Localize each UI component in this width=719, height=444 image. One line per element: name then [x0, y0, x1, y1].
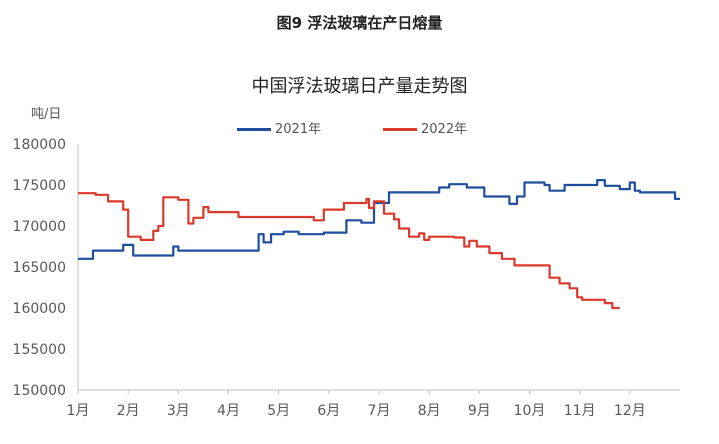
y-axis-unit-label: 吨/日 [31, 107, 62, 122]
series-line-2021 [78, 179, 680, 260]
x-tick-label: 11月 [564, 403, 596, 419]
x-tick-label: 10月 [514, 403, 546, 419]
y-tick-label: 170000 [13, 219, 66, 235]
x-tick-label: 2月 [117, 403, 140, 419]
legend-label-2021: 2021年 [275, 122, 322, 137]
x-tick-label: 9月 [468, 403, 491, 419]
y-tick-label: 155000 [13, 342, 66, 358]
y-tick-label: 180000 [13, 137, 66, 153]
x-tick-label: 1月 [67, 403, 90, 419]
figure-title: 图9 浮法玻璃在产日熔量 [276, 14, 443, 32]
legend-item-2022: 2022年 [383, 118, 467, 137]
legend-swatch-2021 [237, 128, 271, 131]
x-tick-label: 3月 [167, 403, 190, 419]
series-line-2022 [78, 192, 620, 310]
y-tick-label: 165000 [13, 260, 66, 276]
x-tick-label: 8月 [418, 403, 441, 419]
y-tick-label: 160000 [13, 301, 66, 317]
x-tick-label: 4月 [217, 403, 240, 419]
x-tick-label: 5月 [267, 403, 290, 419]
legend-swatch-2022 [383, 128, 417, 131]
y-tick-label: 175000 [13, 178, 66, 194]
legend-item-2021: 2021年 [237, 118, 321, 137]
x-tick-label: 6月 [317, 403, 340, 419]
legend: 2021年 2022年 [0, 118, 719, 137]
x-tick-label: 12月 [614, 403, 646, 419]
chart-title: 中国浮法玻璃日产量走势图 [251, 76, 468, 97]
legend-label-2022: 2022年 [421, 122, 468, 137]
y-tick-label: 150000 [13, 383, 66, 399]
x-tick-label: 7月 [368, 403, 391, 419]
